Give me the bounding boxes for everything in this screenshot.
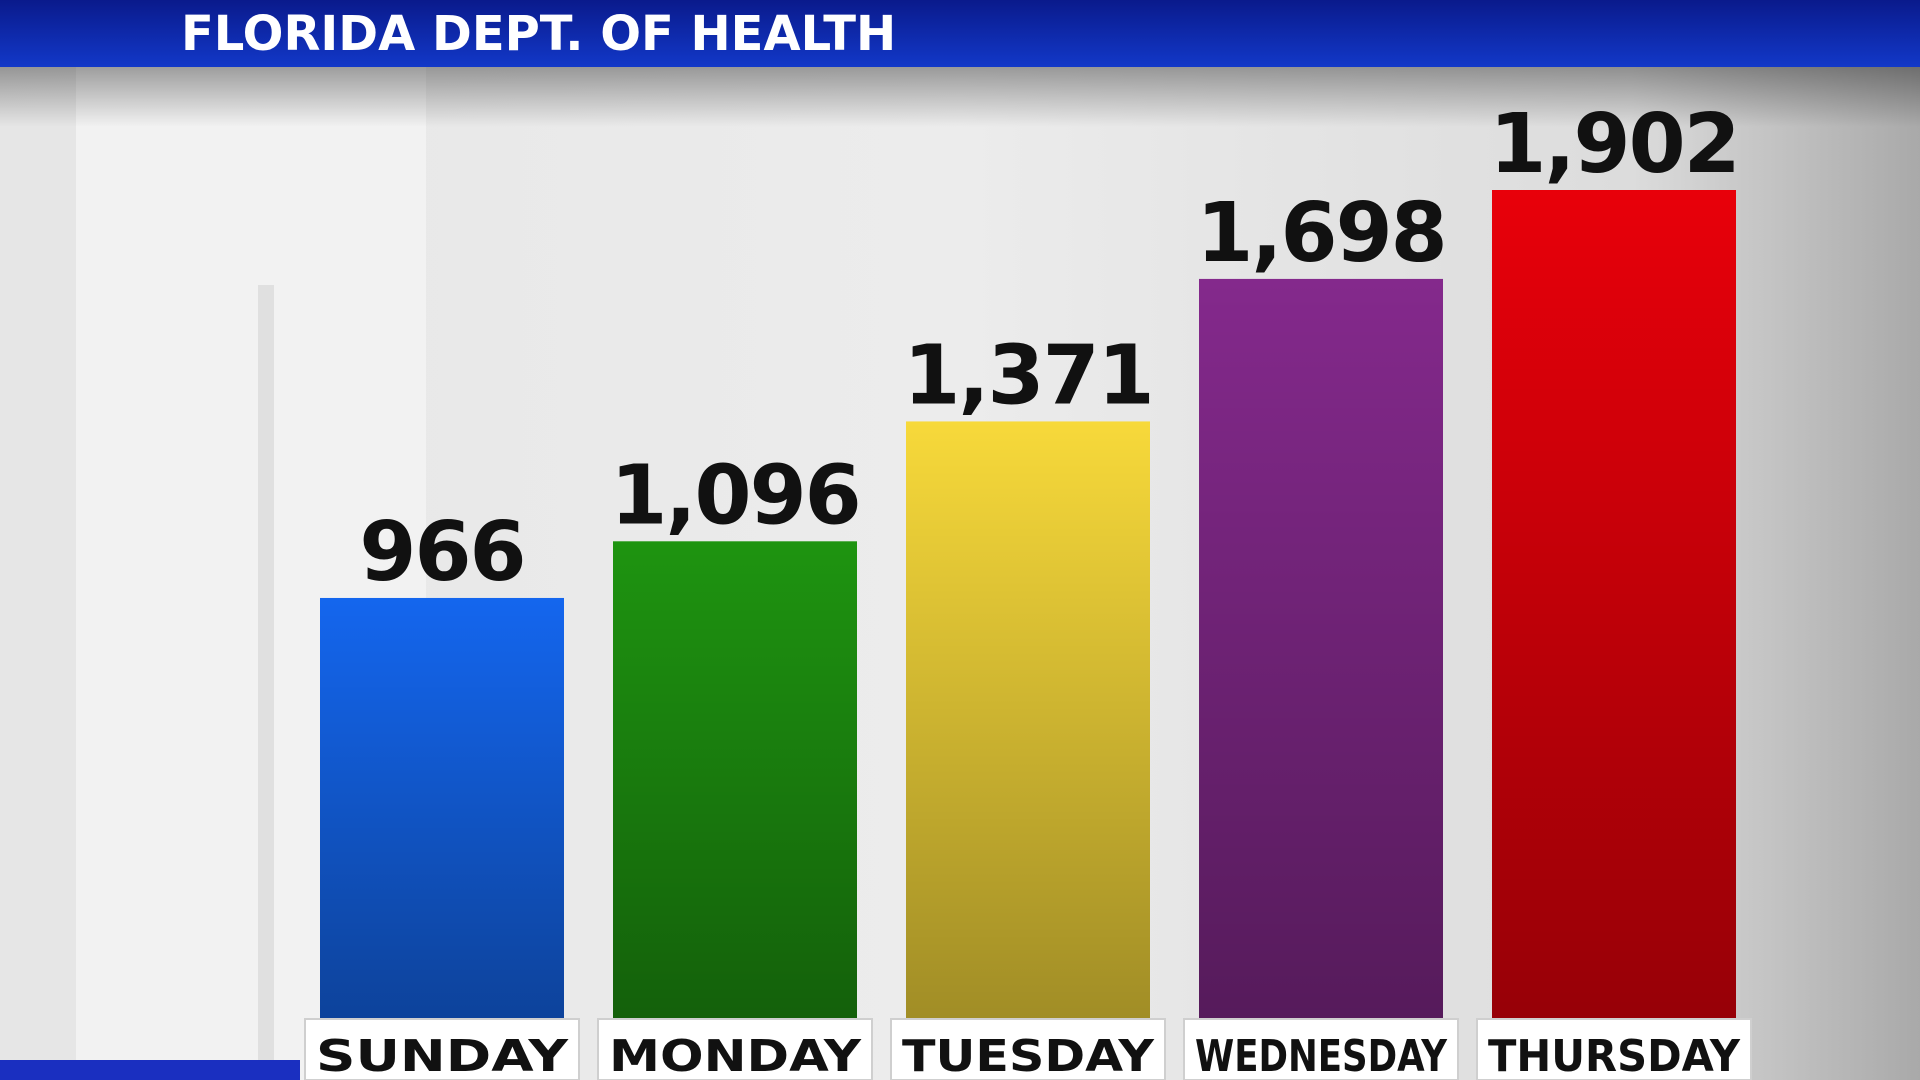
x-tick-label: WEDNESDAY xyxy=(1195,1031,1448,1080)
header-shadow xyxy=(0,67,1920,127)
category-box xyxy=(890,1018,1166,1080)
value-label: 1,902 xyxy=(1489,97,1738,192)
category-box xyxy=(1183,1018,1459,1080)
bar-shading xyxy=(1199,278,1443,1020)
plot-area: 966 SUNDAY 1,096 MONDAY 1,371 TUESDAY 1,698 WED… xyxy=(304,97,1752,1080)
category-box xyxy=(304,1018,580,1080)
value-label: 1,371 xyxy=(903,328,1152,423)
backdrop-pillar xyxy=(258,285,274,1080)
bar-shading xyxy=(613,541,857,1019)
value-label: 1,096 xyxy=(610,448,859,543)
x-tick-label: SUNDAY xyxy=(316,1031,569,1080)
bar-shading xyxy=(906,421,1150,1019)
category-box xyxy=(597,1018,873,1080)
bar-shading xyxy=(1492,190,1736,1019)
value-label: 966 xyxy=(359,505,524,600)
chart-title: FLORIDA DEPT. OF HEALTH xyxy=(181,6,896,62)
x-tick-label: THURSDAY xyxy=(1488,1031,1741,1080)
value-label: 1,698 xyxy=(1196,186,1445,281)
bar-shading xyxy=(320,597,564,1019)
x-tick-label: TUESDAY xyxy=(902,1031,1155,1080)
header-bar xyxy=(0,0,1920,67)
x-tick-label: MONDAY xyxy=(609,1031,862,1080)
category-box xyxy=(1476,1018,1752,1080)
bottom-strip xyxy=(0,1060,300,1080)
